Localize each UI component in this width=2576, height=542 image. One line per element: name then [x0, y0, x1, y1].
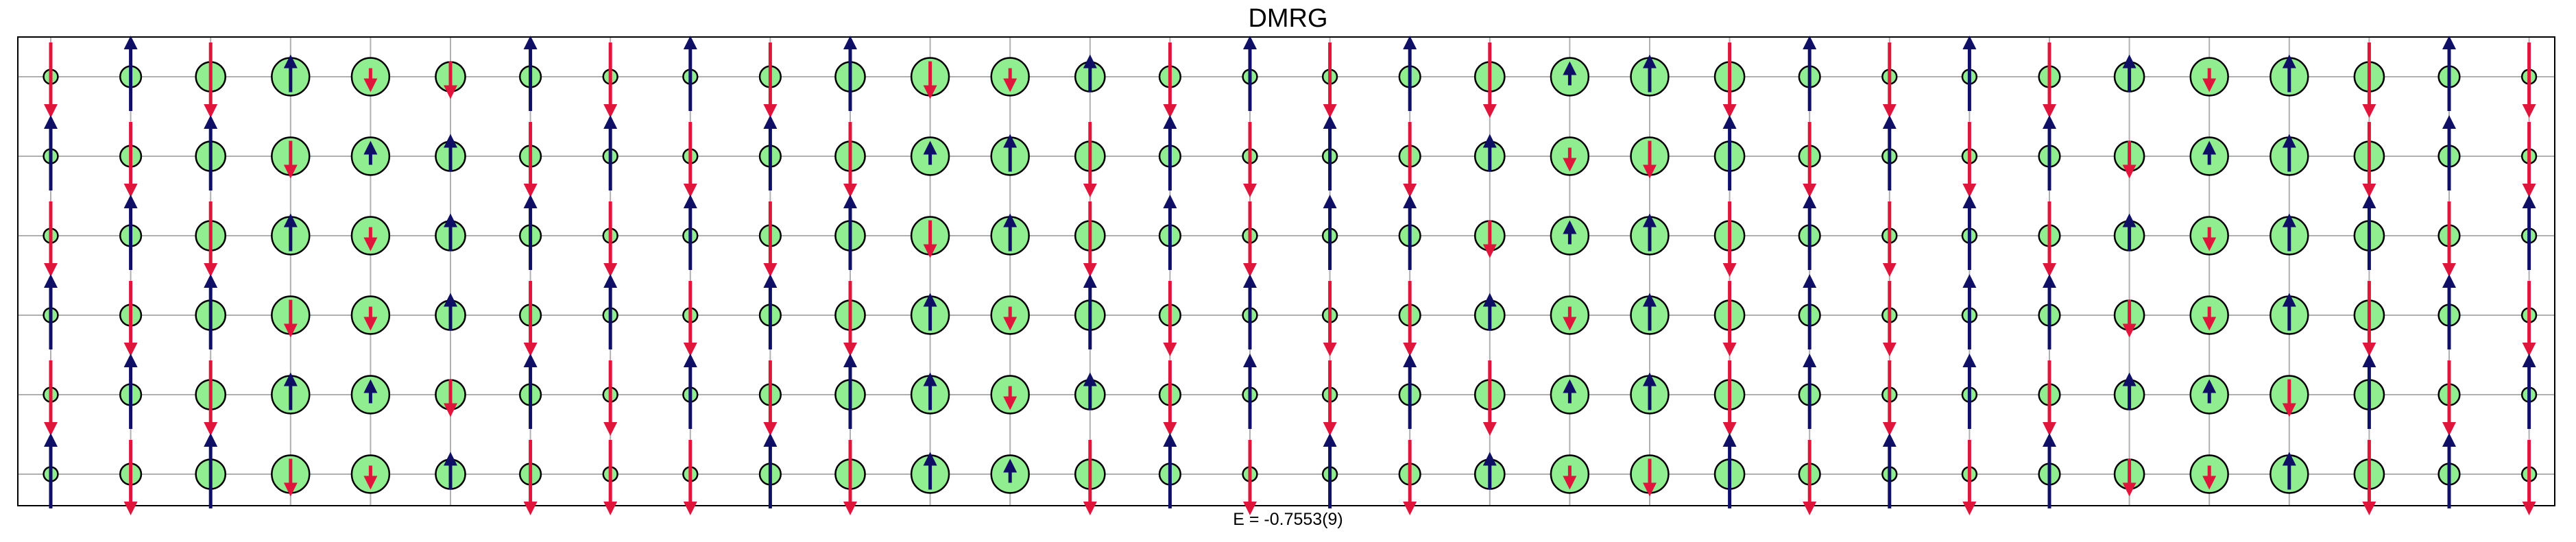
x-axis-label: E = -0.7553(9): [1233, 510, 1343, 529]
spin-arrows: [44, 36, 2536, 515]
density-circles: [43, 57, 2538, 494]
plot-frame: [17, 36, 2555, 506]
chart-title: DMRG: [1248, 4, 1328, 33]
grid-lines: [18, 37, 2555, 506]
